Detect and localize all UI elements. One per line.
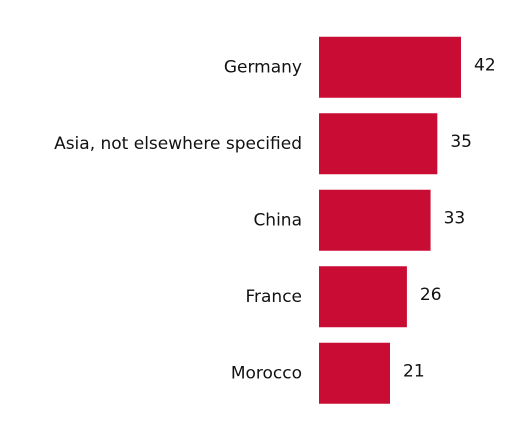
bar: [319, 189, 431, 251]
y-tick-label: Morocco: [231, 363, 302, 383]
bar: [319, 342, 390, 404]
y-tick-label: Asia, not elsewhere specified: [54, 134, 302, 154]
bar: [319, 36, 461, 98]
value-label: 35: [450, 132, 472, 152]
value-label: 33: [444, 208, 466, 228]
y-tick-label: Germany: [224, 57, 302, 77]
value-label: 21: [403, 361, 425, 381]
bar: [319, 266, 407, 328]
value-label: 26: [420, 285, 442, 305]
y-tick-label: China: [253, 210, 302, 230]
bar: [319, 113, 438, 175]
value-label: 42: [474, 55, 496, 75]
y-tick-label: France: [245, 287, 302, 307]
